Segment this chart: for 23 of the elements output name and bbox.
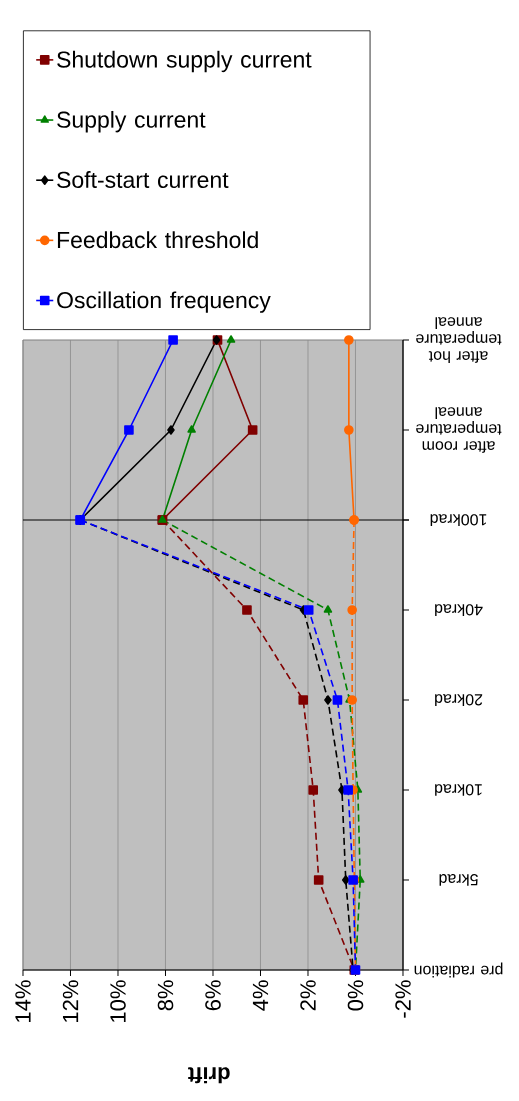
y-tick-label: 40krad bbox=[435, 604, 483, 616]
y-tick-label: 20krad bbox=[435, 694, 483, 706]
legend-label: Oscillation frequency bbox=[57, 291, 271, 313]
y-tick-label: after hot temperature anneal bbox=[416, 317, 502, 363]
x-tick-label: -2% bbox=[395, 980, 411, 1018]
legend-label: Shutdown supply current bbox=[57, 50, 312, 73]
x-tick-label: 14% bbox=[15, 980, 31, 1022]
x-tick-label: 4% bbox=[252, 980, 269, 1011]
legend-label: Feedback threshold bbox=[57, 231, 258, 249]
y-tick-label: pre radiation bbox=[414, 962, 503, 978]
x-tick-label: 6% bbox=[205, 980, 221, 1011]
legend-label: Soft-start current bbox=[57, 171, 229, 188]
y-tick-label: 100krad bbox=[430, 514, 487, 526]
x-tick-label: 12% bbox=[62, 980, 79, 1022]
x-tick-label: 2% bbox=[300, 980, 316, 1011]
y-tick-label: 5krad bbox=[439, 874, 478, 886]
legend-label: Supply current bbox=[57, 110, 206, 133]
x-axis-title: drift bbox=[188, 1067, 230, 1084]
y-tick-label: after room temperature anneal bbox=[416, 407, 502, 453]
x-tick-label: 10% bbox=[110, 980, 126, 1022]
y-tick-label: 10krad bbox=[435, 784, 482, 796]
x-tick-label: 0% bbox=[347, 980, 364, 1011]
x-tick-label: 8% bbox=[157, 980, 174, 1011]
